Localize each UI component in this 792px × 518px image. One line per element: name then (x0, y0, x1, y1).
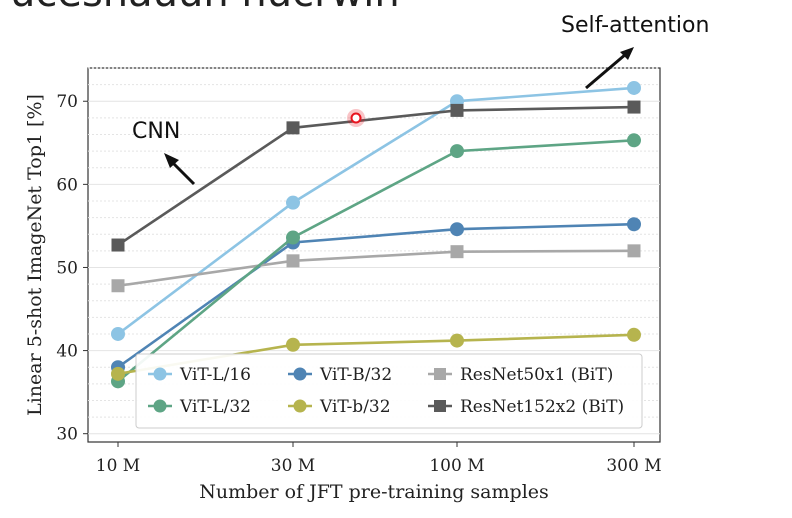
series-vit-l-32 (111, 133, 641, 389)
mouse-cursor-indicator (347, 109, 365, 127)
data-point (627, 244, 641, 258)
legend-item: ResNet152x2 (BiT) (428, 397, 624, 417)
series-line (117, 249, 635, 288)
y-axis-title: Linear 5-shot ImageNet Top1 [%] (24, 94, 46, 416)
legend-marker (434, 368, 446, 380)
data-point (627, 217, 641, 232)
cnn-annotation: CNN (132, 119, 196, 186)
self-attention-arrowhead (620, 47, 634, 60)
data-point (286, 121, 300, 135)
data-point (450, 144, 464, 159)
y-tick-label: 40 (56, 342, 78, 362)
legend-label: ViT-b/32 (319, 397, 391, 417)
legend-label: ViT-L/16 (179, 365, 251, 385)
legend-marker (153, 367, 167, 381)
series-line (117, 222, 635, 369)
legend-item: ViT-L/32 (148, 397, 251, 417)
y-axis-ticks: 30 40 50 60 70 (56, 92, 88, 445)
cnn-arrowhead (164, 153, 179, 168)
x-axis-ticks: 10 M 30 M 100 M 300 M (96, 442, 662, 476)
legend-item: ViT-b/32 (288, 397, 391, 417)
data-point (111, 366, 125, 381)
x-tick-label: 100 M (429, 456, 484, 476)
data-point (111, 326, 125, 341)
data-point (286, 230, 300, 245)
data-point (450, 222, 464, 237)
x-tick-label: 10 M (96, 456, 140, 476)
y-tick-label: 60 (56, 175, 78, 195)
self-attention-arrow (585, 52, 627, 90)
self-attention-annotation: Self-attention (561, 13, 709, 90)
data-point (627, 133, 641, 148)
data-point (286, 337, 300, 352)
cnn-label: CNN (132, 119, 180, 144)
data-point (627, 100, 641, 114)
legend-label: ResNet152x2 (BiT) (460, 397, 624, 417)
cnn-arrow (170, 160, 196, 186)
data-point (627, 327, 641, 342)
legend-label: ViT-B/32 (319, 365, 392, 385)
self-attention-label: Self-attention (561, 13, 709, 38)
legend-box (135, 353, 643, 429)
legend-label: ViT-L/32 (179, 397, 251, 417)
series-line (117, 139, 635, 383)
series-line (117, 105, 635, 247)
x-tick-label: 300 M (606, 456, 661, 476)
data-point (286, 254, 300, 268)
y-tick-label: 70 (56, 92, 78, 112)
series-resnet152x2-bit- (111, 100, 641, 252)
legend-marker (153, 399, 167, 413)
y-tick-label: 50 (56, 258, 78, 278)
series-line (117, 86, 635, 336)
data-point (111, 238, 125, 252)
series-vit-l-16 (111, 80, 641, 341)
legend-marker (293, 399, 307, 413)
legend-item: ResNet50x1 (BiT) (428, 365, 613, 385)
data-point (627, 80, 641, 95)
legend-marker (293, 367, 307, 381)
x-axis-title: Number of JFT pre-training samples (199, 481, 549, 503)
data-point (450, 103, 464, 117)
cropped-heading-text: ucesnauun nucrwin (10, 0, 400, 16)
cursor-dot (350, 112, 362, 124)
legend: ViT-L/16 ViT-B/32 ResNet50x1 (BiT) ViT-L/32… (135, 353, 643, 429)
legend-item: ViT-L/16 (148, 365, 251, 385)
legend-marker (434, 400, 446, 412)
data-point (286, 195, 300, 210)
data-point (111, 279, 125, 293)
series-resnet50x1-bit- (111, 244, 641, 293)
y-tick-label: 30 (56, 425, 78, 445)
x-tick-label: 30 M (271, 456, 315, 476)
data-point (450, 245, 464, 259)
legend-item: ViT-B/32 (288, 365, 392, 385)
data-point (450, 333, 464, 348)
legend-label: ResNet50x1 (BiT) (460, 365, 613, 385)
grid-lines (88, 67, 660, 435)
